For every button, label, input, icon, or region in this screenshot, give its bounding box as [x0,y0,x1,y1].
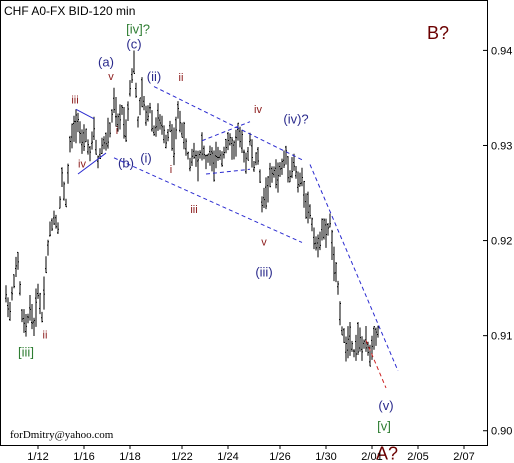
wave-label: i [116,125,118,137]
wave-label: (i) [140,151,152,166]
trendline [309,164,399,372]
wave-label: i [170,164,172,176]
wave-label: B? [427,23,449,43]
wave-label: (b) [118,155,134,170]
trendline [205,168,251,175]
y-tick-label: 0.92 [491,236,512,248]
x-tick-label: 2/05 [407,451,428,463]
y-tick-label: 0.93 [491,140,512,152]
wave-label: (c) [126,36,141,51]
wave-label: (a) [98,55,114,70]
price-bars [5,50,379,367]
wave-label: (iv)? [283,112,308,127]
wave-label: iv [78,158,86,170]
trendline [201,121,251,142]
wave-label: v [261,236,267,248]
y-tick-label: 0.91 [491,331,512,343]
trendlines [75,86,399,389]
x-tick-label: 1/22 [171,451,192,463]
wave-label: (iii) [255,265,272,280]
wave-label: [iv]? [126,21,150,36]
x-tick-label: 1/18 [119,451,140,463]
y-tick-label: 0.90 [491,426,512,438]
wave-label: (v) [378,398,393,413]
wave-label: iv [254,104,262,116]
wave-label: [iii] [18,345,34,360]
wave-label: (ii) [147,69,161,84]
trendline [77,152,107,175]
x-tick-label: 2/01 [361,451,382,463]
x-tick-label: 1/12 [27,451,48,463]
wave-label: ii [43,330,48,342]
x-tick-label: 1/26 [269,451,290,463]
x-tick-label: 1/16 [73,451,94,463]
chart-title: CHF A0-FX BID-120 min [4,4,135,18]
trendline [75,108,95,120]
x-tick-label: 1/24 [217,451,238,463]
wave-label: A? [376,443,398,463]
wave-label: iii [190,204,197,216]
wave-label: [v] [377,419,391,434]
x-tick-label: 1/30 [315,451,336,463]
x-tick-label: 2/07 [453,451,474,463]
plot-frame [0,0,488,446]
trendline [113,157,303,243]
y-axis: 0.94 0.93 0.92 0.91 0.90 [483,45,512,438]
credit-text: forDmitry@yahoo.com [10,429,114,441]
y-tick-label: 0.94 [491,45,512,57]
x-axis: 1/12 1/16 1/18 1/22 1/24 1/26 1/30 2/01 2/05 2/07 [27,445,475,463]
wave-label: v [108,71,114,83]
trendline [365,340,387,389]
wave-label: ii [179,72,184,84]
wave-label: iii [71,95,78,107]
